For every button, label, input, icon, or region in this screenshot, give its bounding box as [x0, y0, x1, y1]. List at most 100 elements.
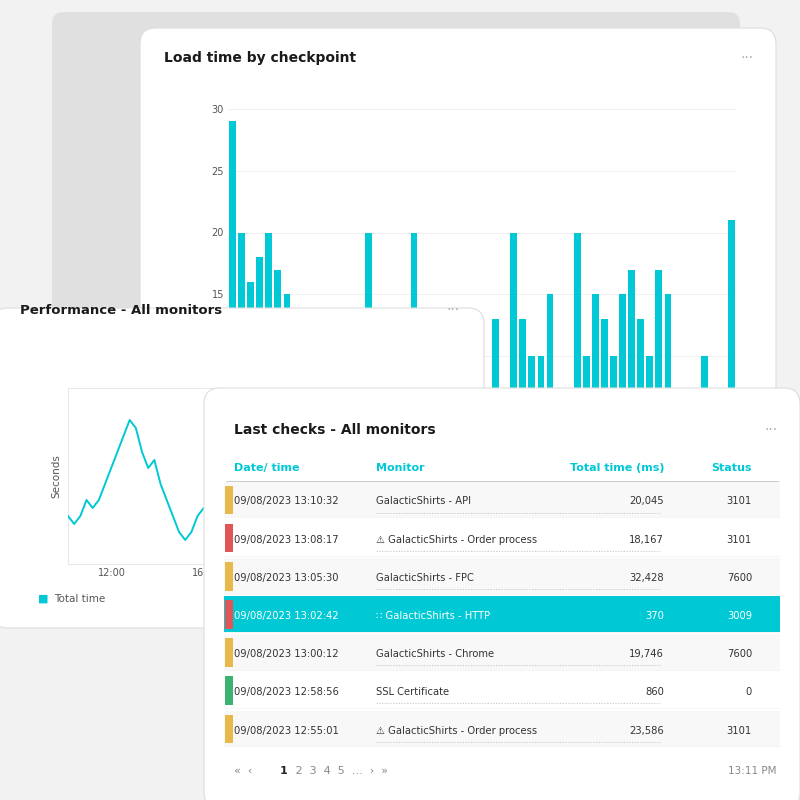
Text: Monitor: Monitor — [376, 463, 425, 473]
Text: 09/08/2023 13:05:30: 09/08/2023 13:05:30 — [234, 573, 339, 583]
Bar — [310, 430, 318, 480]
Text: ···: ··· — [447, 302, 460, 317]
Text: Load time by checkpoint: Load time by checkpoint — [164, 51, 356, 66]
Bar — [429, 381, 435, 480]
Bar — [710, 394, 717, 480]
Bar — [610, 356, 617, 480]
Bar — [293, 344, 299, 480]
Text: 09/08/2023 12:58:56: 09/08/2023 12:58:56 — [234, 687, 339, 698]
Bar — [519, 319, 526, 480]
Text: 09/08/2023 13:00:12: 09/08/2023 13:00:12 — [234, 649, 339, 659]
Text: 860: 860 — [645, 687, 664, 698]
Text: ∷ GalacticShirts - HTTP: ∷ GalacticShirts - HTTP — [376, 611, 490, 621]
Bar — [665, 294, 671, 480]
Bar — [483, 418, 490, 480]
Y-axis label: Seconds: Seconds — [51, 454, 61, 498]
Text: 1: 1 — [280, 766, 288, 776]
Bar — [338, 319, 345, 480]
Bar — [502, 394, 508, 480]
Bar — [410, 233, 418, 480]
Text: 7600: 7600 — [726, 649, 752, 659]
Bar — [266, 233, 272, 480]
Text: 09/08/2023 13:10:32: 09/08/2023 13:10:32 — [234, 497, 339, 506]
Text: 3101: 3101 — [726, 726, 752, 735]
Bar — [556, 394, 562, 480]
Text: ⚠ GalacticShirts - Order process: ⚠ GalacticShirts - Order process — [376, 534, 537, 545]
Text: 18,167: 18,167 — [629, 534, 664, 545]
Bar — [619, 294, 626, 480]
Bar — [546, 294, 554, 480]
Bar — [674, 418, 681, 480]
Bar — [356, 394, 363, 480]
Bar — [646, 356, 654, 480]
Bar — [320, 406, 326, 480]
Text: 3101: 3101 — [726, 534, 752, 545]
Bar — [692, 418, 698, 480]
Bar — [302, 394, 309, 480]
Bar — [628, 270, 635, 480]
Bar — [374, 356, 381, 480]
Text: 370: 370 — [645, 611, 664, 621]
Text: Last checks - All monitors: Last checks - All monitors — [234, 422, 436, 437]
Bar — [719, 418, 726, 480]
Bar — [383, 356, 390, 480]
Text: 2  3  4  5  …  ›  »: 2 3 4 5 … › » — [292, 766, 388, 776]
Bar — [638, 319, 644, 480]
Bar — [402, 394, 408, 480]
Bar — [510, 233, 517, 480]
Text: ···: ··· — [765, 422, 778, 437]
Bar — [682, 406, 690, 480]
Bar — [283, 294, 290, 480]
Bar — [655, 270, 662, 480]
Text: 0: 0 — [746, 687, 752, 698]
Bar — [393, 369, 399, 480]
Bar — [229, 121, 236, 480]
Text: «  ‹: « ‹ — [234, 766, 260, 776]
Bar — [529, 356, 535, 480]
Bar — [492, 319, 499, 480]
Bar — [538, 356, 544, 480]
Bar — [565, 418, 571, 480]
Text: 09/08/2023 13:08:17: 09/08/2023 13:08:17 — [234, 534, 339, 545]
Bar — [274, 270, 282, 480]
Text: Total time: Total time — [54, 594, 106, 603]
Text: 19,746: 19,746 — [629, 649, 664, 659]
Bar — [329, 418, 336, 480]
Text: ···: ··· — [741, 51, 754, 66]
Bar — [465, 319, 472, 480]
Bar — [601, 319, 608, 480]
Text: 7600: 7600 — [726, 573, 752, 583]
Bar — [728, 220, 735, 480]
Text: GalacticShirts - FPC: GalacticShirts - FPC — [376, 573, 474, 583]
Text: 23,586: 23,586 — [630, 726, 664, 735]
Text: 3101: 3101 — [726, 497, 752, 506]
Text: GalacticShirts - Chrome: GalacticShirts - Chrome — [376, 649, 494, 659]
Bar — [474, 381, 481, 480]
Bar — [247, 282, 254, 480]
Text: 13:11 PM: 13:11 PM — [727, 766, 776, 776]
Text: Status: Status — [711, 463, 752, 473]
Bar — [366, 233, 372, 480]
Text: SSL Certificate: SSL Certificate — [376, 687, 449, 698]
Bar — [347, 356, 354, 480]
Text: 3009: 3009 — [727, 611, 752, 621]
Bar — [456, 394, 462, 480]
Text: GalacticShirts - API: GalacticShirts - API — [376, 497, 471, 506]
Bar — [701, 356, 708, 480]
Text: ■: ■ — [38, 594, 49, 603]
Bar — [420, 319, 426, 480]
Text: 09/08/2023 12:55:01: 09/08/2023 12:55:01 — [234, 726, 339, 735]
Bar — [438, 418, 445, 480]
Text: 20,045: 20,045 — [630, 497, 664, 506]
Text: 32,428: 32,428 — [630, 573, 664, 583]
Bar — [574, 233, 581, 480]
Bar — [447, 418, 454, 480]
Text: ⚠ GalacticShirts - Order process: ⚠ GalacticShirts - Order process — [376, 726, 537, 735]
Text: 09/08/2023 13:02:42: 09/08/2023 13:02:42 — [234, 611, 339, 621]
Bar — [238, 233, 245, 480]
Bar — [592, 294, 598, 480]
Text: Performance - All monitors: Performance - All monitors — [20, 304, 222, 317]
Text: Date/ time: Date/ time — [234, 463, 300, 473]
Text: Total time (ms): Total time (ms) — [570, 463, 664, 473]
Bar — [583, 356, 590, 480]
